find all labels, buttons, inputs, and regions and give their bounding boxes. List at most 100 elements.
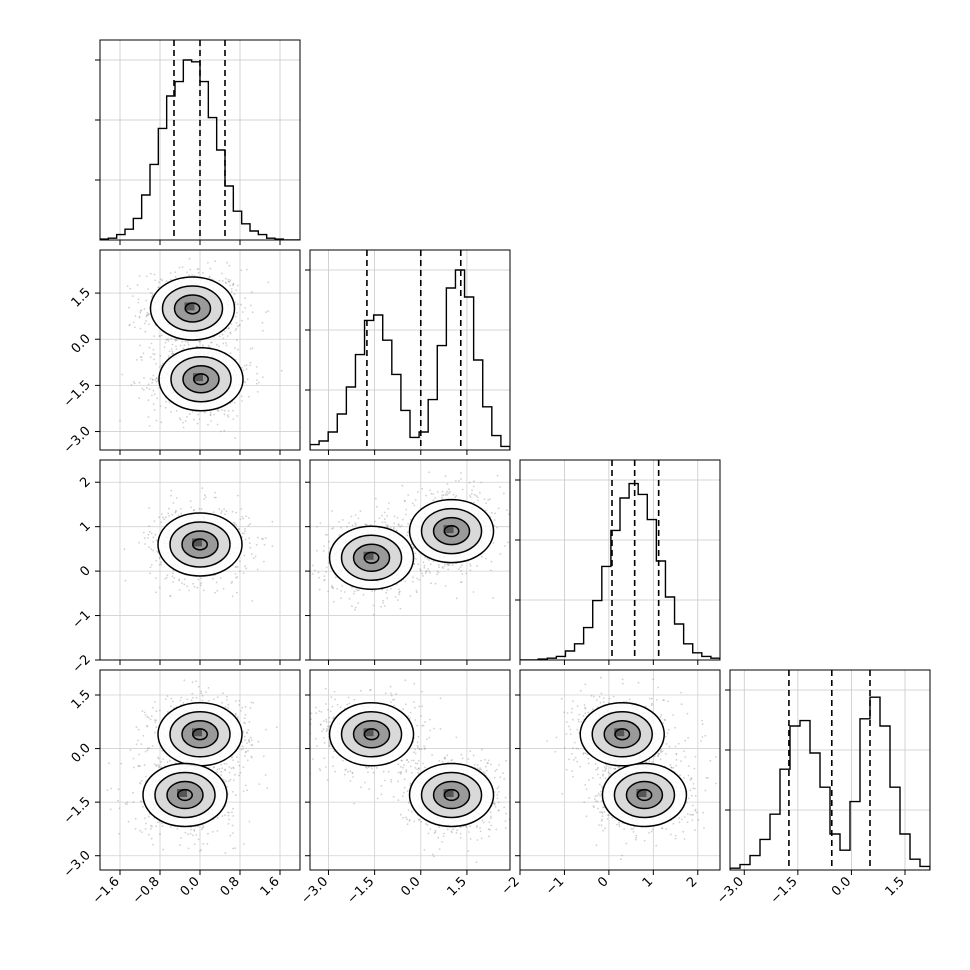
scatter-point [235,327,238,330]
scatter-point [203,411,206,414]
scatter-point [383,511,386,514]
scatter-point [244,307,247,309]
scatter-point [241,366,243,369]
scatter-point [205,691,207,693]
panel-1-0: −3.0−1.50.01.5 [61,249,301,457]
scatter-point [355,524,357,526]
scatter-point [393,515,396,518]
scatter-point [362,593,365,596]
scatter-point [492,597,495,599]
scatter-point [231,580,234,583]
scatter-point [236,284,239,287]
scatter-point [227,811,229,814]
scatter-point [244,530,246,533]
scatter-point [465,572,467,575]
scatter-point [251,311,254,314]
scatter-point [480,481,483,484]
scatter-point [241,319,243,322]
scatter-point [150,837,153,840]
scatter-point [233,293,236,296]
scatter-point [232,759,235,762]
scatter-point [145,315,148,318]
scatter-point [506,509,508,512]
scatter-point [430,492,433,495]
scatter-point [164,341,167,344]
scatter-point [314,569,316,572]
histogram [100,40,300,240]
scatter-point [328,721,331,723]
scatter-point [323,579,325,582]
scatter-point [228,811,230,814]
scatter-point [172,700,175,703]
scatter-point [152,389,155,392]
scatter-point [175,348,178,350]
scatter-point [221,409,223,411]
scatter-point [436,491,439,493]
scatter-point [220,774,223,777]
scatter-point [202,842,205,845]
scatter-point [262,376,264,379]
scatter-point [183,344,186,347]
scatter-point [357,602,359,604]
contour-line [192,538,208,551]
scatter-point [117,788,120,791]
scatter-point [444,475,447,478]
scatter-point [232,815,235,817]
scatter-point [212,831,214,833]
scatter-point [148,388,151,390]
scatter-point [216,409,219,412]
scatter-point [216,589,219,592]
scatter-point [256,382,258,385]
scatter-point [202,826,205,828]
scatter-point [193,843,196,846]
scatter-point [224,814,226,817]
scatter-point [234,347,236,350]
scatter-point [218,768,221,770]
scatter-point [169,595,172,598]
scatter-point [192,696,194,699]
scatter-point [243,721,245,724]
scatter-point [422,561,425,564]
scatter-point [142,805,144,808]
scatter-point [156,550,159,553]
scatter-point [141,831,143,833]
scatter-point [153,393,156,396]
scatter-point [176,827,179,830]
scatter-point [444,563,446,566]
contour-line [149,276,236,341]
scatter-point [235,591,238,594]
scatter-point [182,701,185,704]
scatter-point [170,489,173,492]
scatter-point [244,722,246,725]
scatter-point [166,574,169,576]
density-peak [184,302,195,311]
scatter-point [227,327,230,330]
panel-2-1 [305,459,511,665]
scatter-point [353,592,355,595]
panel-frame [519,459,721,661]
scatter-point [146,386,148,389]
scatter-point [140,779,143,782]
scatter-point [169,594,172,597]
scatter-point [147,399,150,402]
scatter-point [196,268,199,271]
scatter-point [271,520,274,523]
scatter-point [250,701,253,704]
scatter-point [195,697,198,699]
scatter-point [135,743,138,746]
scatter-point [195,345,198,348]
scatter-point [148,833,150,836]
contour-line [177,788,193,802]
scatter-point [473,493,476,496]
scatter-point [153,335,156,337]
scatter-point [160,521,163,524]
scatter-point [127,820,130,823]
scatter-point [199,850,201,852]
scatter-point [426,558,429,560]
scatter-point [161,750,164,752]
scatter-point [144,537,146,540]
scatter-point [223,762,226,765]
scatter-point [151,825,153,828]
scatter-point [341,519,344,521]
y-tick-label: −1.5 [61,378,94,411]
